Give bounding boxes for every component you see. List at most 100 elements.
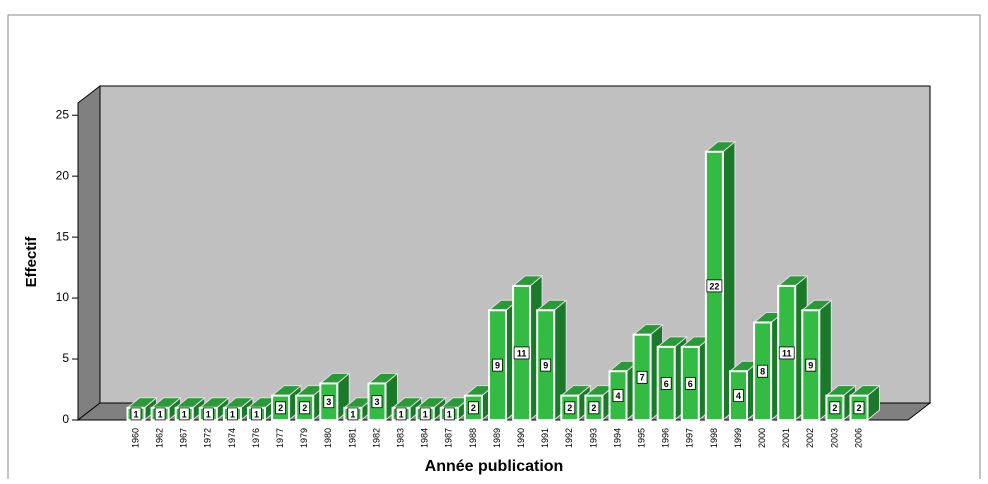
x-tick-label: 2000 bbox=[757, 428, 767, 448]
x-tick-label: 2001 bbox=[781, 428, 791, 448]
value-label: 2 bbox=[856, 403, 861, 413]
x-tick-label: 1982 bbox=[371, 428, 381, 448]
value-label-box bbox=[778, 346, 795, 360]
y-tick-label: 5 bbox=[62, 351, 69, 365]
value-label: 22 bbox=[709, 281, 719, 291]
value-label: 1 bbox=[447, 409, 452, 419]
x-tick-label: 1993 bbox=[588, 428, 598, 448]
x-axis-label: Année publication bbox=[425, 458, 564, 475]
y-tick-label: 10 bbox=[56, 290, 70, 304]
value-label: 3 bbox=[374, 397, 379, 407]
x-tick-label: 1988 bbox=[468, 428, 478, 448]
x-tick-label: 1995 bbox=[636, 428, 646, 448]
value-label: 2 bbox=[832, 403, 837, 413]
x-tick-label: 1990 bbox=[516, 428, 526, 448]
value-label-box bbox=[323, 395, 335, 409]
value-label-box bbox=[706, 279, 723, 293]
x-tick-label: 1981 bbox=[347, 428, 357, 448]
value-label-box bbox=[347, 407, 359, 421]
y-axis-label: Effectif bbox=[23, 236, 40, 288]
x-tick-label: 1984 bbox=[420, 428, 430, 448]
bar bbox=[728, 360, 761, 422]
value-label: 2 bbox=[567, 403, 572, 413]
value-label: 6 bbox=[688, 379, 693, 389]
x-tick-label: 2003 bbox=[829, 428, 839, 448]
value-label: 1 bbox=[230, 409, 235, 419]
x-tick-label: 1983 bbox=[395, 428, 405, 448]
value-label: 1 bbox=[133, 409, 138, 419]
value-label-box bbox=[178, 407, 190, 421]
value-label: 8 bbox=[760, 367, 765, 377]
value-label-box bbox=[371, 395, 383, 409]
x-tick-label: 1980 bbox=[323, 428, 333, 448]
value-label: 2 bbox=[278, 403, 283, 413]
value-label: 1 bbox=[158, 409, 163, 419]
value-label: 4 bbox=[615, 391, 620, 401]
value-label-box bbox=[540, 358, 552, 372]
x-tick-label: 1967 bbox=[179, 428, 189, 448]
x-tick-label: 1979 bbox=[299, 428, 309, 448]
value-label: 6 bbox=[664, 379, 669, 389]
x-tick-label: 1992 bbox=[564, 428, 574, 448]
value-label-box bbox=[395, 407, 407, 421]
value-label: 9 bbox=[543, 361, 548, 371]
value-label: 3 bbox=[326, 397, 331, 407]
x-tick-label: 1994 bbox=[612, 428, 622, 448]
x-tick-label: 1972 bbox=[203, 428, 213, 448]
x-tick-label: 1996 bbox=[661, 428, 671, 448]
value-label-box bbox=[419, 407, 431, 421]
value-label-box bbox=[588, 401, 600, 415]
value-label-box bbox=[443, 407, 455, 421]
x-tick-label: 2002 bbox=[805, 428, 815, 448]
x-tick-label: 1960 bbox=[130, 428, 140, 448]
value-label-box bbox=[202, 407, 214, 421]
value-label: 2 bbox=[591, 403, 596, 413]
value-label: 1 bbox=[206, 409, 211, 419]
value-label: 1 bbox=[254, 409, 259, 419]
value-label: 11 bbox=[782, 348, 792, 358]
value-label: 1 bbox=[399, 409, 404, 419]
y-tick-label: 25 bbox=[56, 107, 70, 121]
value-label: 11 bbox=[517, 348, 527, 358]
x-tick-label: 1997 bbox=[685, 428, 695, 448]
x-tick-label: 1976 bbox=[251, 428, 261, 448]
value-label-box bbox=[733, 389, 744, 403]
x-tick-label: 1977 bbox=[275, 428, 285, 448]
value-label: 9 bbox=[495, 361, 500, 371]
value-label-box bbox=[492, 358, 503, 372]
value-label-box bbox=[130, 407, 142, 421]
value-label-box bbox=[805, 358, 817, 372]
x-tick-label: 1974 bbox=[227, 428, 237, 448]
value-label: 2 bbox=[471, 403, 476, 413]
x-tick-label: 1991 bbox=[540, 428, 550, 448]
value-label-box bbox=[226, 407, 238, 421]
value-label: 2 bbox=[302, 403, 307, 413]
x-tick-label: 1962 bbox=[154, 428, 164, 448]
value-label-box bbox=[513, 346, 530, 360]
value-label-box bbox=[684, 377, 696, 390]
x-tick-label: 1989 bbox=[492, 428, 502, 448]
y-tick-label: 20 bbox=[56, 168, 70, 182]
value-label: 7 bbox=[640, 373, 645, 383]
value-label-box bbox=[299, 401, 311, 415]
value-label: 1 bbox=[423, 409, 428, 419]
value-label: 1 bbox=[350, 409, 355, 419]
value-label: 4 bbox=[736, 391, 741, 401]
left-wall bbox=[77, 84, 101, 422]
value-label-box bbox=[829, 401, 841, 415]
value-label: 9 bbox=[808, 361, 813, 371]
value-label-box bbox=[612, 389, 624, 403]
x-tick-label: 1998 bbox=[709, 428, 719, 448]
value-label: 1 bbox=[182, 409, 187, 419]
x-tick-label: 1987 bbox=[444, 428, 454, 448]
value-label-box bbox=[853, 401, 865, 415]
x-tick-label: 1999 bbox=[733, 428, 743, 448]
value-label-box bbox=[660, 377, 672, 390]
y-tick-label: 15 bbox=[56, 229, 70, 243]
value-label-box bbox=[564, 401, 576, 415]
value-label-box bbox=[467, 401, 479, 415]
value-label-box bbox=[757, 364, 768, 378]
value-label-box bbox=[636, 370, 648, 384]
value-label-box bbox=[251, 407, 262, 421]
